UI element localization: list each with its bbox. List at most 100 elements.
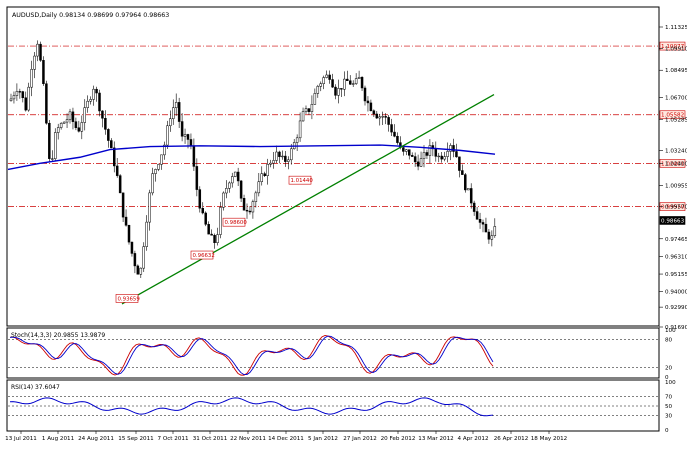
- candle-body: [284, 155, 287, 162]
- stoch-tick-label: 80: [665, 337, 673, 343]
- candle-body: [248, 210, 252, 213]
- candle-body: [163, 144, 166, 156]
- candle-body: [80, 122, 84, 132]
- rsi-tick-label: 50: [665, 404, 673, 410]
- stochastic-panel[interactable]: [6, 327, 660, 379]
- rsi-tick-label: 70: [665, 394, 673, 400]
- main-chart-panel[interactable]: [6, 6, 660, 327]
- x-tick-label: 31 Oct 2011: [193, 436, 228, 442]
- candle-body: [340, 88, 343, 90]
- x-tick-label: 24 Aug 2011: [78, 436, 114, 442]
- candle-body: [366, 100, 370, 104]
- candle-body: [325, 74, 328, 78]
- candle-body: [319, 83, 322, 87]
- y-tick-label: 0.97465: [665, 237, 687, 243]
- candle-body: [254, 192, 258, 202]
- candle-body: [77, 127, 81, 132]
- candle-body: [467, 188, 470, 191]
- candle-body: [458, 156, 461, 171]
- swing-label-box: [115, 294, 139, 303]
- rsi-tick-label: 100: [665, 380, 676, 386]
- candle-body: [59, 123, 63, 128]
- candle-body: [313, 93, 317, 105]
- candle-body: [478, 219, 482, 223]
- x-tick-label: 27 Jan 2012: [343, 436, 377, 442]
- x-tick-label: 15 Sep 2011: [118, 436, 154, 442]
- candle-body: [393, 131, 396, 137]
- candle-body: [145, 221, 148, 247]
- x-tick-label: 18 May 2012: [531, 436, 567, 442]
- candle-body: [272, 160, 275, 164]
- price-tag-label-p3: 1.02401: [661, 161, 685, 167]
- y-tick-label: 1.05285: [665, 117, 687, 123]
- candle-body: [56, 127, 60, 133]
- candle-body: [493, 226, 497, 236]
- candle-body: [36, 43, 39, 57]
- rsi-panel[interactable]: [6, 379, 660, 432]
- rsi-tick-label: 30: [665, 414, 673, 420]
- candle-body: [195, 166, 199, 190]
- candle-body: [127, 225, 131, 243]
- candle-body: [130, 241, 134, 254]
- candle-body: [440, 155, 443, 160]
- candle-body: [189, 139, 193, 146]
- candle-body: [39, 43, 42, 61]
- y-tick-label: 0.95155: [665, 272, 687, 278]
- candle-body: [9, 98, 13, 101]
- price-tag-label-p4: 0.99570: [661, 205, 685, 211]
- candle-body: [384, 116, 387, 118]
- candle-body: [239, 180, 243, 199]
- candle-body: [275, 151, 278, 161]
- price-tag-p2: [659, 110, 686, 120]
- candle-body: [139, 267, 143, 275]
- x-tick-label: 20 Feb 2012: [381, 436, 416, 442]
- stoch-main-line: [9, 334, 494, 376]
- candle-body: [172, 107, 175, 119]
- swing-label: 0.93659: [118, 296, 141, 302]
- x-tick-label: 4 Apr 2012: [457, 436, 488, 442]
- y-tick-label: 1.11325: [665, 25, 687, 31]
- candle-body: [48, 122, 51, 159]
- candle-body: [42, 60, 45, 84]
- candle-body: [304, 108, 308, 112]
- x-tick-label: 5 Jan 2012: [308, 436, 338, 442]
- y-tick-label: 0.96310: [665, 254, 687, 260]
- candle-body: [260, 173, 263, 182]
- candle-body: [233, 171, 237, 177]
- candle-body: [136, 265, 140, 275]
- candle-body: [481, 222, 485, 225]
- candle-body: [124, 216, 128, 226]
- candle-body: [110, 140, 113, 149]
- candle-body: [169, 118, 172, 127]
- candle-body: [192, 145, 196, 167]
- candle-body: [343, 78, 346, 90]
- candle-body: [295, 137, 299, 143]
- stochastic-header: Stoch(14,3,3) 20.9855 13.9879: [11, 332, 105, 339]
- candle-body: [166, 125, 169, 146]
- candle-body: [469, 188, 473, 204]
- candle-body: [422, 152, 426, 159]
- x-tick-label: 1 Aug 2011: [42, 436, 75, 442]
- candle-body: [351, 83, 355, 85]
- price-tag-label-current: 0.98663: [661, 218, 685, 224]
- y-tick-label: 1.08495: [665, 68, 687, 74]
- candle-body: [15, 91, 19, 96]
- candle-body: [331, 79, 334, 88]
- candle-body: [231, 176, 234, 184]
- swing-label-box: [222, 217, 246, 227]
- trendline[interactable]: [121, 94, 495, 305]
- swing-label: 0.96632: [193, 253, 215, 259]
- price-tag-p1: [659, 41, 686, 51]
- candle-body: [222, 192, 225, 208]
- candle-body: [390, 124, 393, 133]
- candle-body: [177, 102, 181, 122]
- stoch-tick-label: 100: [665, 328, 676, 334]
- candle-body: [357, 77, 361, 79]
- candle-body: [449, 145, 452, 152]
- swing-label: 1.01440: [291, 178, 314, 184]
- candle-body: [225, 188, 228, 194]
- candle-body: [65, 119, 69, 123]
- candle-body: [207, 224, 210, 235]
